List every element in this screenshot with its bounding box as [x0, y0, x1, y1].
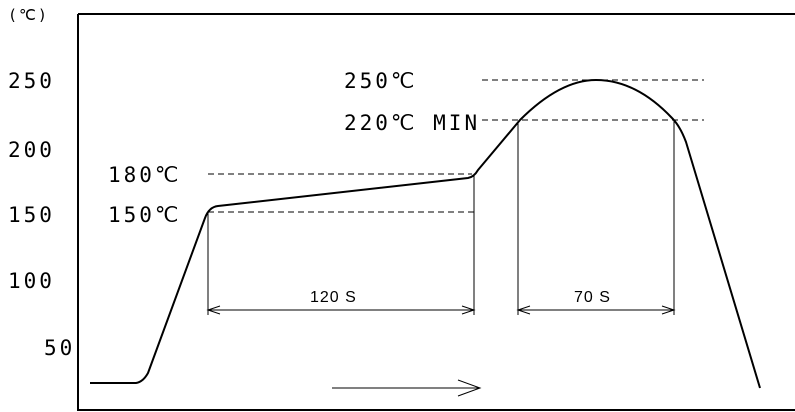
y-tick-label-100: 100	[8, 269, 55, 293]
temperature-profile-line	[90, 79, 761, 389]
y-tick-label-50: 50	[44, 336, 75, 360]
annotation-150: 150℃	[108, 203, 182, 227]
y-tick-label-150: 150	[8, 203, 55, 227]
reflow-arrow-left	[516, 305, 531, 315]
time-direction-arrowhead	[457, 379, 482, 397]
y-unit-label: (℃)	[8, 6, 49, 24]
y-tick-label-250: 250	[8, 69, 55, 93]
plot-frame	[77, 13, 795, 411]
reflow-time-label: 70 S	[574, 289, 611, 306]
soak-arrow-left	[206, 305, 221, 315]
soak-arrow-right	[461, 305, 476, 315]
reflow-arrow-right	[661, 305, 676, 315]
annotation-250: 250℃	[344, 69, 418, 93]
y-tick-label-200: 200	[8, 138, 55, 162]
annotation-220-min: 220℃ MIN	[344, 111, 480, 135]
soak-time-label: 120 S	[310, 289, 357, 306]
annotation-180: 180℃	[108, 163, 182, 187]
